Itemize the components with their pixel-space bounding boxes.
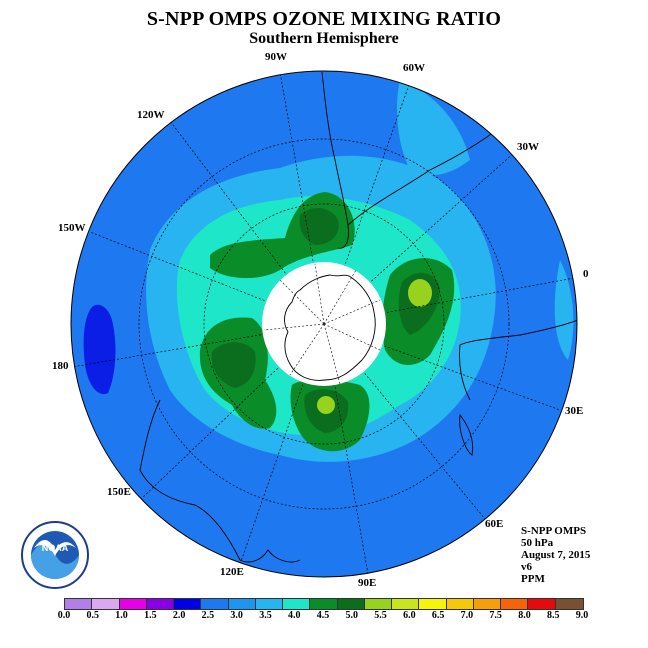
map-title: S-NPP OMPS OZONE MIXING RATIO: [146, 8, 502, 30]
colorbar-swatch: [146, 599, 174, 609]
colorbar-tick-label: 5.5: [374, 610, 387, 621]
noaa-logo-text: NOAA: [42, 543, 69, 553]
colorbar-swatch: [419, 599, 447, 609]
lon-label-30w: 30W: [517, 141, 539, 153]
colorbar-tick-label: 5.0: [345, 610, 359, 621]
lon-label-60w: 60W: [403, 62, 425, 74]
colorbar-swatch: [310, 599, 338, 609]
colorbar: [64, 598, 584, 610]
lon-label-180: 180: [52, 360, 69, 372]
map-subtitle: Southern Hemisphere: [249, 30, 399, 47]
africa-coastline: [459, 319, 577, 401]
lon-label-150w: 150W: [58, 222, 86, 234]
colorbar-swatch: [119, 599, 147, 609]
lon-label-30e: 30E: [565, 405, 584, 417]
lon-label-90w: 90W: [265, 51, 287, 63]
colorbar-swatch: [446, 599, 474, 609]
colorbar-swatch: [473, 599, 501, 609]
colorbar-swatch: [364, 599, 392, 609]
info-block: S-NPP OMPS 50 hPa August 7, 2015 v6 PPM: [521, 525, 590, 585]
colorbar-tick-label: 7.5: [489, 610, 502, 621]
lon-label-150e: 150E: [107, 486, 131, 498]
colorbar-tick-label: 1.5: [144, 610, 157, 621]
colorbar-swatch: [174, 599, 202, 609]
colorbar-tick-label: 8.5: [546, 610, 560, 621]
noaa-logo-icon: NOAA: [21, 521, 89, 589]
colorbar-swatch: [528, 599, 556, 609]
colorbar-swatch: [501, 599, 529, 609]
lon-label-90e: 90E: [358, 577, 377, 589]
colorbar-swatch: [201, 599, 229, 609]
info-instrument: S-NPP OMPS: [521, 525, 587, 537]
colorbar-swatch: [392, 599, 420, 609]
info-units: PPM: [521, 573, 545, 585]
ozone-max-lime-2: [317, 396, 335, 414]
lon-label-60e: 60E: [485, 518, 504, 530]
info-date: August 7, 2015: [521, 549, 591, 561]
info-level: 50 hPa: [521, 537, 554, 549]
colorbar-tick-label: 4.0: [287, 610, 301, 621]
info-version: v6: [521, 561, 532, 573]
ozone-max-lime-1: [408, 279, 432, 307]
colorbar-swatch: [65, 599, 93, 609]
colorbar-swatch: [337, 599, 365, 609]
colorbar-tick-label: 6.5: [431, 610, 445, 621]
colorbar-ticks: 0.0 0.5 1.0 1.5 2.0 2.5 3.0 3.5 4.0 4.5 5.0 5.5 6.0 6…: [58, 610, 589, 624]
colorbar-tick-label: 4.5: [316, 610, 330, 621]
colorbar-swatch: [555, 599, 583, 609]
colorbar-tick-label: 8.0: [518, 610, 531, 621]
australia-coastline: [139, 399, 301, 563]
colorbar-tick-label: 2.5: [201, 610, 215, 621]
colorbar-tick-label: 0.5: [86, 610, 100, 621]
lon-label-0: 0: [583, 268, 589, 280]
colorbar-tick-label: 3.5: [259, 610, 272, 621]
lon-label-120e: 120E: [220, 566, 244, 578]
colorbar-tick-label: 0.0: [57, 610, 71, 621]
colorbar-swatch: [228, 599, 256, 609]
colorbar-tick-label: 3.0: [230, 610, 243, 621]
lon-label-120w: 120W: [137, 109, 165, 121]
colorbar-swatch: [283, 599, 311, 609]
colorbar-tick-label: 9.0: [575, 610, 589, 621]
colorbar-tick-label: 1.0: [115, 610, 128, 621]
colorbar-tick-label: 2.0: [172, 610, 186, 621]
colorbar-tick-label: 6.0: [403, 610, 416, 621]
antarctica-coastline: [284, 274, 376, 381]
colorbar-tick-label: 7.0: [460, 610, 474, 621]
colorbar-swatch: [255, 599, 283, 609]
ozone-min-blue: [83, 304, 116, 395]
colorbar-swatch: [92, 599, 120, 609]
